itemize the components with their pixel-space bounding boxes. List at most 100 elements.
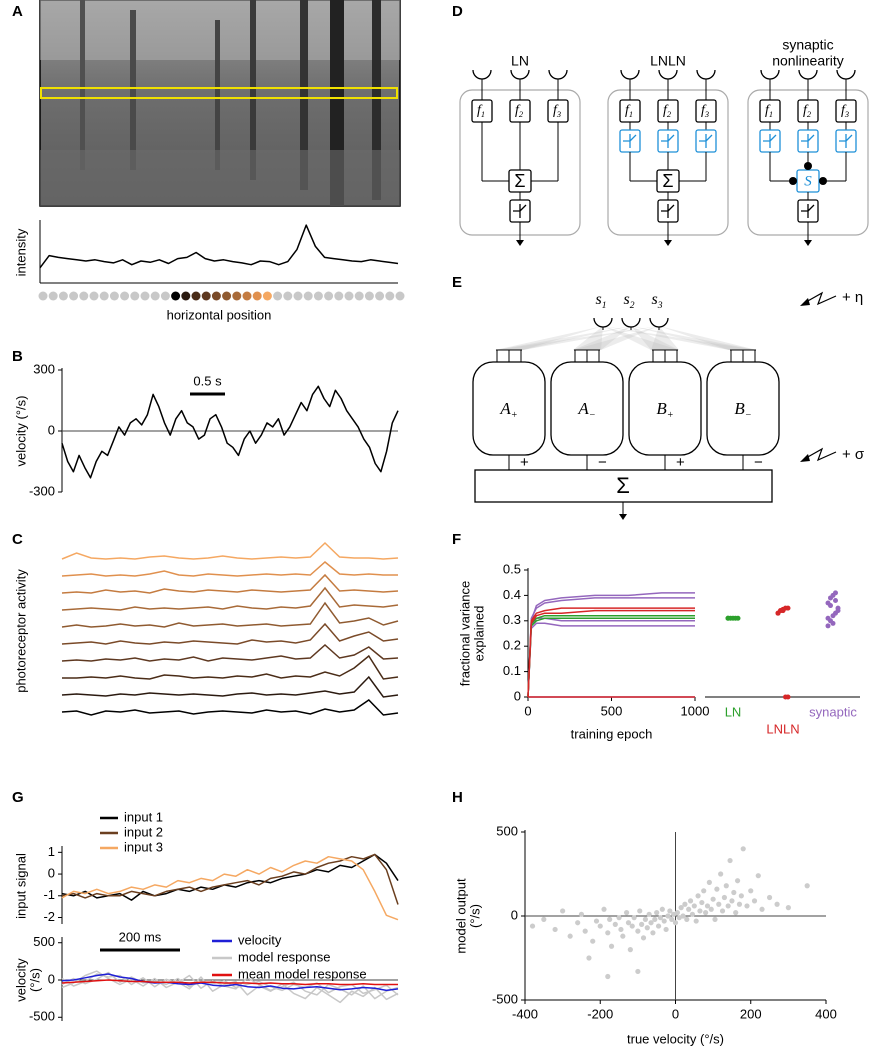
x-tick-label: -200 — [587, 1006, 613, 1021]
input-label: s3 — [651, 291, 662, 311]
data-line — [527, 607, 695, 698]
receptor-dot — [171, 291, 181, 301]
y-tick-label: 0 — [48, 971, 55, 986]
receptor-dot — [130, 291, 140, 301]
activity-trace — [61, 622, 399, 645]
legend-label: input 3 — [124, 839, 163, 854]
y-axis-label: fractional variance — [457, 581, 472, 687]
receptor-dot — [109, 291, 119, 301]
scatter-point — [586, 955, 592, 961]
x-tick-label: 400 — [815, 1006, 837, 1021]
unit-label: B− — [734, 399, 751, 421]
filter-label-main: f — [765, 103, 771, 118]
receptor-dot — [375, 291, 385, 301]
noise-label: + η — [842, 289, 863, 306]
unit-label: A+ — [499, 399, 517, 421]
receptor — [548, 69, 568, 80]
scatter-point — [590, 938, 596, 944]
receptor — [472, 69, 492, 80]
x-tick-label: 500 — [601, 703, 623, 718]
receptor-dot — [334, 291, 344, 301]
strip-point — [785, 694, 791, 700]
y-tick-label: 300 — [33, 361, 55, 376]
panel-label: G — [12, 789, 24, 806]
projection — [659, 326, 757, 350]
scatter-point — [631, 915, 637, 921]
nonlinearity-icon — [699, 134, 713, 148]
receptor-dot — [283, 291, 293, 301]
arrowhead — [800, 454, 810, 462]
scatter-point — [552, 926, 558, 933]
receptor-dot — [181, 291, 191, 301]
projection — [651, 326, 679, 350]
scatter-point — [734, 878, 741, 884]
receptor-dot — [120, 291, 130, 301]
scatter-point — [674, 910, 680, 916]
scatter-point — [748, 888, 754, 894]
scatter-point — [672, 920, 679, 926]
receptor — [798, 69, 818, 80]
scatter-point — [646, 911, 652, 917]
receptor-dot — [58, 291, 68, 301]
scatter-point — [714, 886, 720, 892]
scatter-point — [729, 898, 735, 904]
nonlinearity-icon — [801, 134, 815, 148]
receptor-dot — [222, 291, 232, 301]
y-axis-label: input signal — [13, 853, 28, 919]
nonlinearity-icon — [661, 134, 675, 148]
arrowhead — [804, 240, 812, 246]
receptor-dot — [150, 291, 160, 301]
projection — [495, 326, 659, 350]
noise-bolt — [805, 447, 837, 462]
scatter-point — [655, 923, 662, 929]
x-axis-label: horizontal position — [167, 307, 272, 322]
data-line — [527, 617, 695, 698]
x-tick-label: 0 — [672, 1006, 679, 1021]
scatter-point — [725, 903, 731, 909]
forest-image — [39, 0, 401, 207]
filter-label-main: f — [477, 103, 483, 118]
scatter-point — [693, 918, 699, 924]
receptor-dot — [140, 291, 150, 301]
unit-label-main: A — [499, 399, 511, 418]
panel-label: C — [12, 531, 23, 548]
unit-label-sub: + — [511, 410, 518, 421]
receptor-dot — [252, 291, 262, 301]
scatter-point — [680, 913, 686, 919]
nonlinearity-icon — [661, 204, 675, 218]
y-tick-label: 0.5 — [503, 561, 521, 576]
scatter-point — [678, 905, 684, 911]
filter-label: f3 — [701, 103, 709, 119]
y-tick-label: 0 — [511, 907, 518, 922]
y-axis-label: explained — [471, 606, 486, 662]
receptor-dot — [38, 291, 48, 301]
y-axis-label: velocity — [13, 958, 28, 1002]
nonlinearity-icon — [763, 134, 777, 148]
unit-label-main: B — [656, 399, 667, 418]
receptor — [593, 317, 613, 328]
projection — [603, 326, 679, 350]
unit-label-sub: − — [589, 410, 596, 421]
y-tick-label: 0.4 — [503, 587, 521, 602]
y-tick-label: 1 — [48, 844, 55, 859]
panel-label: H — [452, 789, 463, 806]
filter-label: f1 — [765, 103, 773, 119]
scatter-point — [701, 888, 707, 894]
nonlinearity-icon — [623, 134, 637, 148]
nonlinearity-icon — [513, 204, 527, 218]
filter-label: f1 — [625, 103, 633, 119]
scatter-point — [625, 920, 632, 926]
activity-trace — [61, 573, 399, 594]
input-label-main: s — [623, 291, 629, 308]
scatter-point — [686, 906, 692, 912]
filter-label: f3 — [553, 103, 561, 119]
scatter-point — [710, 896, 716, 902]
y-tick-label: -300 — [29, 483, 55, 498]
legend-label: input 1 — [124, 809, 163, 824]
scatter-point — [635, 928, 641, 934]
receptor-dot — [191, 291, 201, 301]
scatter-point — [601, 906, 607, 912]
nonlinearity-icon — [801, 204, 815, 218]
y-axis-label: velocity (°/s) — [13, 396, 28, 467]
receptor — [836, 69, 856, 80]
